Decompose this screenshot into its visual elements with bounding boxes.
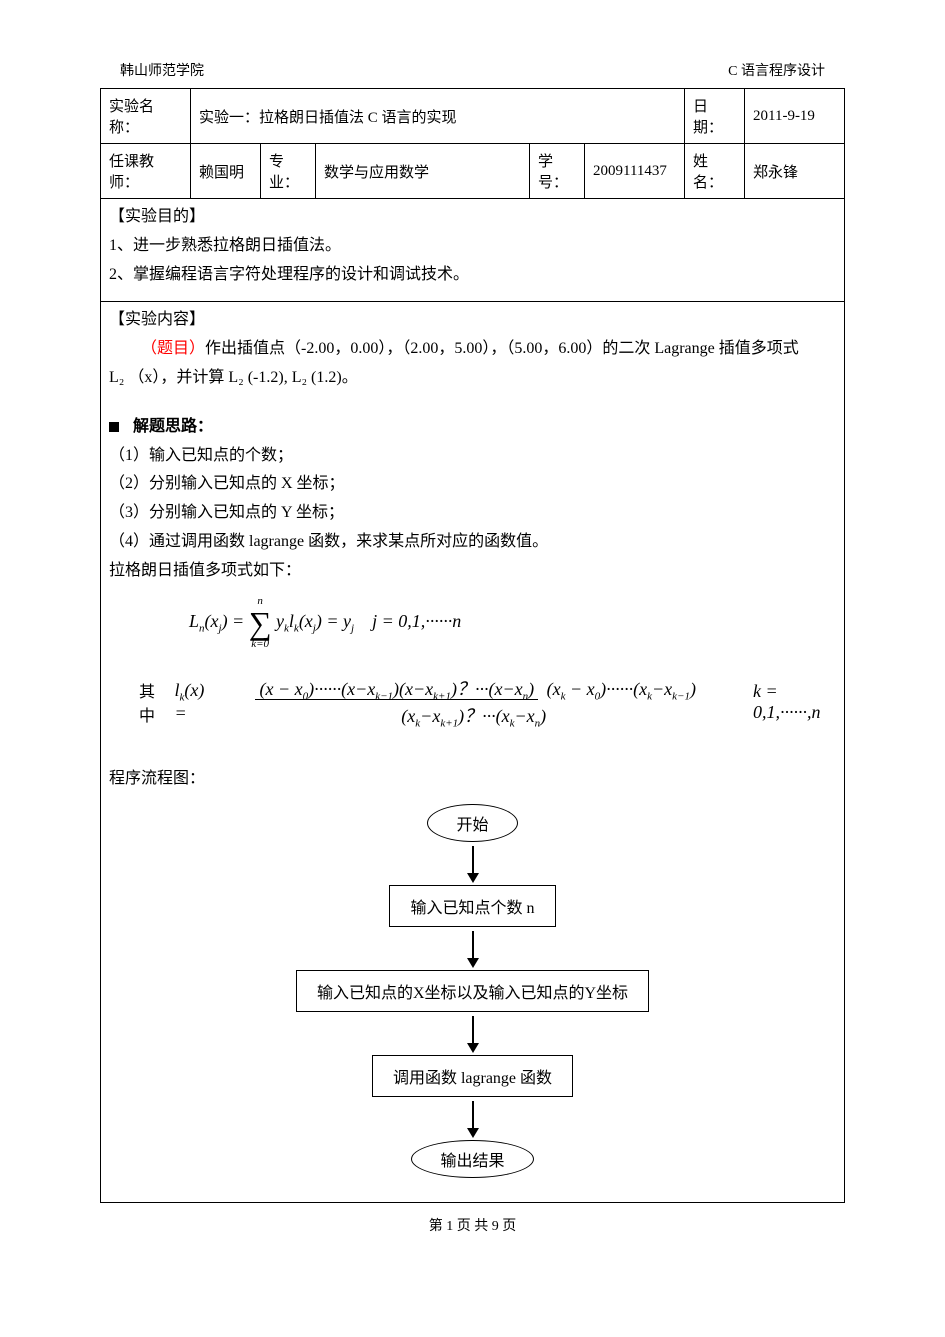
- label-experiment-name: 实验名称：: [101, 89, 191, 144]
- page-header: 韩山师范学院 C 语言程序设计: [100, 60, 845, 80]
- header-right: C 语言程序设计: [728, 60, 825, 80]
- problem-prefix: （题目）: [141, 340, 205, 357]
- bullet-icon: [109, 422, 119, 432]
- step4: （4）通过调用函数 lagrange 函数，来求某点所对应的函数值。: [109, 528, 836, 557]
- value-student-id: 2009111437: [585, 144, 685, 199]
- label-name: 姓名：: [685, 144, 745, 199]
- flowchart-box2: 输入已知点的X坐标以及输入已知点的Y坐标: [296, 970, 649, 1012]
- formula2-prefix: 其中: [139, 678, 167, 726]
- content-box: 【实验目的】 1、进一步熟悉拉格朗日插值法。 2、掌握编程语言字符处理程序的设计…: [100, 199, 845, 1203]
- content-section: 【实验内容】 （题目）作出插值点（-2.00，0.00），（2.00，5.00）…: [101, 302, 844, 1201]
- table-row: 任课教师： 赖国明 专业： 数学与应用数学 学号： 2009111437 姓名：…: [101, 144, 845, 199]
- content-title: 【实验内容】: [109, 306, 836, 335]
- arrow-icon: [472, 846, 474, 881]
- page-footer: 第 1 页 共 9 页: [100, 1215, 845, 1235]
- problem-line: （题目）作出插值点（-2.00，0.00），（2.00，5.00），（5.00，…: [109, 335, 836, 364]
- header-left: 韩山师范学院: [120, 60, 204, 80]
- value-name: 郑永锋: [745, 144, 845, 199]
- formula2: 其中 lk(x) = (x − x0)······(x−xk−1)(x−xk+1…: [109, 660, 836, 745]
- table-row: 实验名称： 实验一：拉格朗日插值法 C 语言的实现 日期： 2011-9-19: [101, 89, 845, 144]
- purpose-line2: 2、掌握编程语言字符处理程序的设计和调试技术。: [109, 261, 836, 290]
- flowchart-start: 开始: [427, 804, 517, 842]
- flowchart: 开始 输入已知点个数 n 输入已知点的X坐标以及输入已知点的Y坐标 调用函数 l…: [109, 794, 836, 1198]
- value-experiment-name: 实验一：拉格朗日插值法 C 语言的实现: [191, 89, 685, 144]
- arrow-icon: [472, 931, 474, 966]
- value-date: 2011-9-19: [745, 89, 845, 144]
- flowchart-box1: 输入已知点个数 n: [389, 885, 555, 927]
- value-teacher: 赖国明: [191, 144, 261, 199]
- label-student-id: 学号：: [530, 144, 585, 199]
- formula2-suffix: k = 0,1,······,n: [753, 681, 836, 723]
- info-table: 实验名称： 实验一：拉格朗日插值法 C 语言的实现 日期： 2011-9-19 …: [100, 88, 845, 199]
- purpose-line1: 1、进一步熟悉拉格朗日插值法。: [109, 232, 836, 261]
- arrow-icon: [472, 1101, 474, 1136]
- label-major: 专业：: [261, 144, 316, 199]
- purpose-title: 【实验目的】: [109, 203, 836, 232]
- solution-title-line: 解题思路：: [109, 413, 836, 442]
- solution-title: 解题思路：: [133, 418, 213, 435]
- problem-text2: L₂ （x），并计算 L₂ (-1.2), L₂ (1.2)。: [109, 364, 836, 393]
- formula1: Ln(xj) = n ∑ k=0 yklk(xj) = yj j = 0,1,·…: [109, 586, 836, 660]
- problem-text1: 作出插值点（-2.00，0.00），（2.00，5.00），（5.00，6.00…: [205, 340, 799, 357]
- arrow-icon: [472, 1016, 474, 1051]
- flowchart-end: 输出结果: [411, 1140, 533, 1178]
- label-date: 日期：: [685, 89, 745, 144]
- purpose-section: 【实验目的】 1、进一步熟悉拉格朗日插值法。 2、掌握编程语言字符处理程序的设计…: [101, 199, 844, 302]
- step2: （2）分别输入已知点的 X 坐标；: [109, 470, 836, 499]
- label-teacher: 任课教师：: [101, 144, 191, 199]
- value-major: 数学与应用数学: [316, 144, 530, 199]
- flowchart-box3: 调用函数 lagrange 函数: [372, 1055, 573, 1097]
- poly-label: 拉格朗日插值多项式如下：: [109, 557, 836, 586]
- flowchart-title: 程序流程图：: [109, 765, 836, 794]
- step1: （1）输入已知点的个数；: [109, 442, 836, 471]
- step3: （3）分别输入已知点的 Y 坐标；: [109, 499, 836, 528]
